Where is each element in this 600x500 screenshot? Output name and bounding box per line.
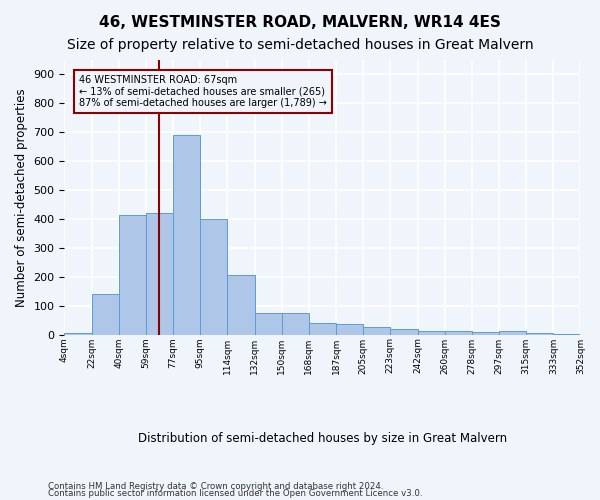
Bar — [200, 219, 227, 334]
Bar — [254, 313, 282, 334]
Bar — [391, 328, 418, 334]
Bar — [418, 331, 445, 334]
Bar — [499, 331, 526, 334]
Bar — [227, 276, 254, 334]
Bar — [309, 323, 336, 334]
Bar — [64, 333, 92, 334]
Text: Contains HM Land Registry data © Crown copyright and database right 2024.: Contains HM Land Registry data © Crown c… — [48, 482, 383, 491]
Bar — [92, 294, 119, 335]
Bar — [146, 213, 173, 334]
Text: 46, WESTMINSTER ROAD, MALVERN, WR14 4ES: 46, WESTMINSTER ROAD, MALVERN, WR14 4ES — [99, 15, 501, 30]
Text: Size of property relative to semi-detached houses in Great Malvern: Size of property relative to semi-detach… — [67, 38, 533, 52]
Bar — [282, 313, 309, 334]
Bar — [119, 214, 146, 334]
X-axis label: Distribution of semi-detached houses by size in Great Malvern: Distribution of semi-detached houses by … — [138, 432, 507, 445]
Bar — [472, 332, 499, 334]
Bar — [336, 324, 363, 334]
Bar — [363, 328, 391, 334]
Bar — [445, 331, 472, 334]
Bar — [526, 333, 553, 334]
Text: 46 WESTMINSTER ROAD: 67sqm
← 13% of semi-detached houses are smaller (265)
87% o: 46 WESTMINSTER ROAD: 67sqm ← 13% of semi… — [79, 75, 327, 108]
Bar — [173, 135, 200, 334]
Y-axis label: Number of semi-detached properties: Number of semi-detached properties — [15, 88, 28, 306]
Text: Contains public sector information licensed under the Open Government Licence v3: Contains public sector information licen… — [48, 489, 422, 498]
